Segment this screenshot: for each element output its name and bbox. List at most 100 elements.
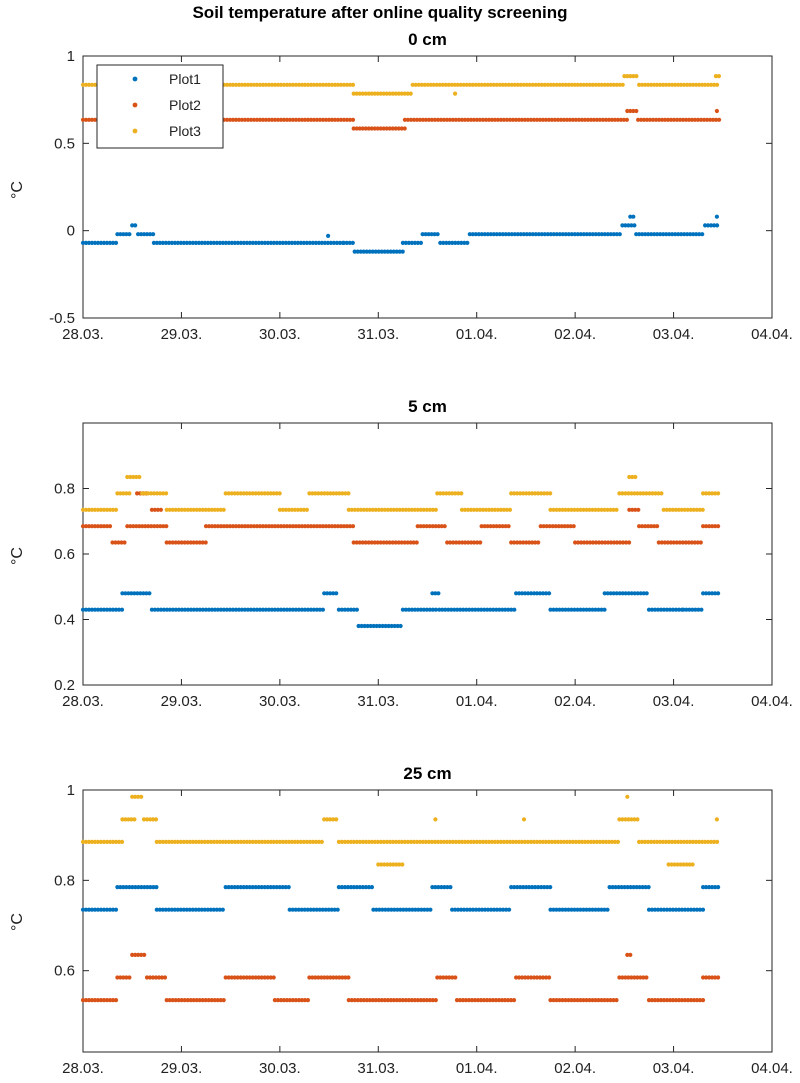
data-point	[284, 117, 290, 122]
data-point	[453, 975, 458, 980]
data-point	[538, 524, 543, 529]
data-point	[287, 117, 293, 122]
data-point	[342, 607, 347, 612]
x-tick-label: 30.03.	[259, 693, 301, 710]
data-point	[566, 82, 571, 87]
data-point	[229, 839, 234, 845]
data-point	[86, 117, 92, 122]
data-point	[648, 117, 653, 122]
data-point	[625, 885, 630, 890]
data-point	[101, 839, 107, 845]
data-point	[342, 885, 347, 890]
data-point	[433, 591, 438, 596]
data-point	[188, 607, 193, 612]
data-point	[615, 839, 621, 845]
data-point	[470, 607, 475, 612]
data-point	[683, 540, 688, 545]
data-point	[507, 507, 513, 512]
data-point	[506, 524, 511, 529]
data-point	[236, 82, 242, 87]
data-point	[662, 540, 667, 545]
data-point	[220, 839, 225, 845]
data-point	[323, 82, 329, 87]
data-point	[86, 507, 92, 512]
data-point	[638, 491, 643, 496]
data-point	[473, 607, 478, 612]
data-point	[89, 507, 95, 512]
data-point	[512, 607, 517, 612]
data-point	[684, 607, 689, 612]
data-point	[405, 839, 410, 845]
data-point	[196, 839, 201, 845]
data-point	[661, 907, 667, 912]
data-point	[301, 240, 306, 245]
data-point	[164, 507, 169, 512]
data-point	[83, 240, 89, 245]
data-point	[682, 907, 688, 912]
data-point	[144, 817, 150, 822]
data-point	[262, 240, 267, 245]
data-point	[531, 117, 537, 122]
data-point	[456, 907, 461, 912]
data-point	[689, 540, 694, 545]
data-point	[456, 240, 461, 245]
data-point	[440, 607, 445, 612]
data-point	[538, 591, 543, 596]
data-point	[310, 975, 315, 980]
data-point	[206, 524, 212, 529]
data-point	[385, 249, 390, 254]
data-point	[475, 998, 481, 1003]
data-point	[163, 240, 168, 245]
data-point	[691, 998, 697, 1003]
data-point	[212, 998, 217, 1003]
data-point	[381, 540, 386, 545]
data-point	[166, 839, 171, 845]
data-point	[536, 491, 541, 496]
data-point	[453, 491, 458, 496]
data-point	[716, 885, 721, 890]
data-point	[293, 117, 299, 122]
data-point	[118, 975, 123, 980]
data-point	[175, 907, 180, 912]
data-point	[523, 591, 528, 596]
data-point	[200, 607, 205, 612]
data-point	[602, 998, 607, 1003]
data-point	[483, 117, 488, 122]
data-point	[611, 82, 616, 87]
data-point	[323, 524, 329, 529]
data-point	[218, 607, 223, 612]
data-point	[455, 82, 460, 87]
data-point	[166, 240, 171, 245]
data-point	[283, 507, 288, 512]
data-point	[259, 885, 264, 890]
data-point	[311, 117, 317, 122]
data-point	[194, 540, 199, 545]
data-point	[458, 607, 463, 612]
data-point	[449, 607, 454, 612]
data-point	[567, 839, 573, 845]
data-point	[310, 491, 315, 496]
data-point	[141, 591, 146, 596]
data-point	[200, 998, 205, 1003]
legend-marker	[132, 102, 138, 108]
data-point	[682, 839, 687, 845]
data-point	[325, 817, 330, 822]
data-point	[263, 82, 269, 87]
data-point	[680, 540, 685, 545]
data-point	[152, 524, 157, 529]
data-point	[203, 507, 208, 512]
data-point	[172, 839, 177, 845]
data-point	[690, 607, 695, 612]
data-point	[672, 117, 677, 122]
data-point	[296, 907, 301, 912]
data-point	[232, 975, 237, 980]
data-point	[164, 540, 169, 545]
data-point	[158, 524, 163, 529]
data-point	[512, 82, 517, 87]
data-point	[337, 975, 342, 980]
data-point	[452, 607, 457, 612]
data-point	[645, 117, 650, 122]
data-point	[563, 998, 568, 1003]
data-point	[628, 214, 633, 219]
data-point	[498, 839, 503, 845]
